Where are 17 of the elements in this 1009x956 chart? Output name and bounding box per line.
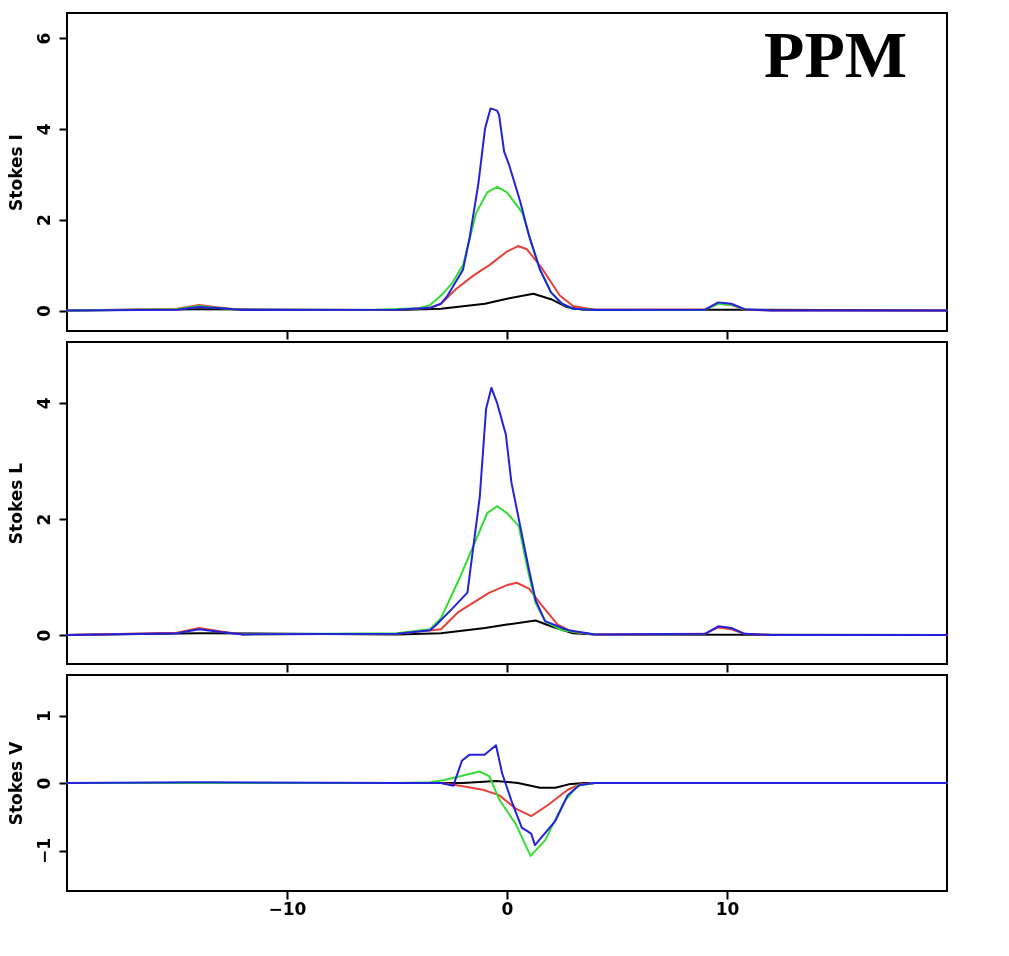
- y-axis-title: Stokes V: [5, 740, 26, 826]
- y-tick-label: 4: [33, 123, 54, 136]
- y-tick-label: 6: [33, 32, 54, 45]
- y-tick-label: 0: [33, 629, 54, 642]
- y-axis-title: Stokes L: [5, 462, 26, 545]
- x-tick-label: 0: [501, 898, 514, 919]
- y-axis-title: Stokes I: [5, 134, 26, 211]
- y-tick-label: −1: [33, 837, 54, 865]
- y-tick-label: 2: [33, 214, 54, 227]
- y-tick-label: 0: [33, 777, 54, 790]
- y-tick-label: 1: [33, 710, 54, 722]
- y-tick-label: 4: [33, 397, 54, 410]
- x-tick-label: −10: [268, 898, 307, 919]
- chart-title: PPM: [764, 18, 907, 91]
- y-tick-label: 2: [33, 513, 54, 526]
- y-tick-label: 0: [33, 304, 54, 317]
- x-tick-label: 10: [715, 898, 740, 919]
